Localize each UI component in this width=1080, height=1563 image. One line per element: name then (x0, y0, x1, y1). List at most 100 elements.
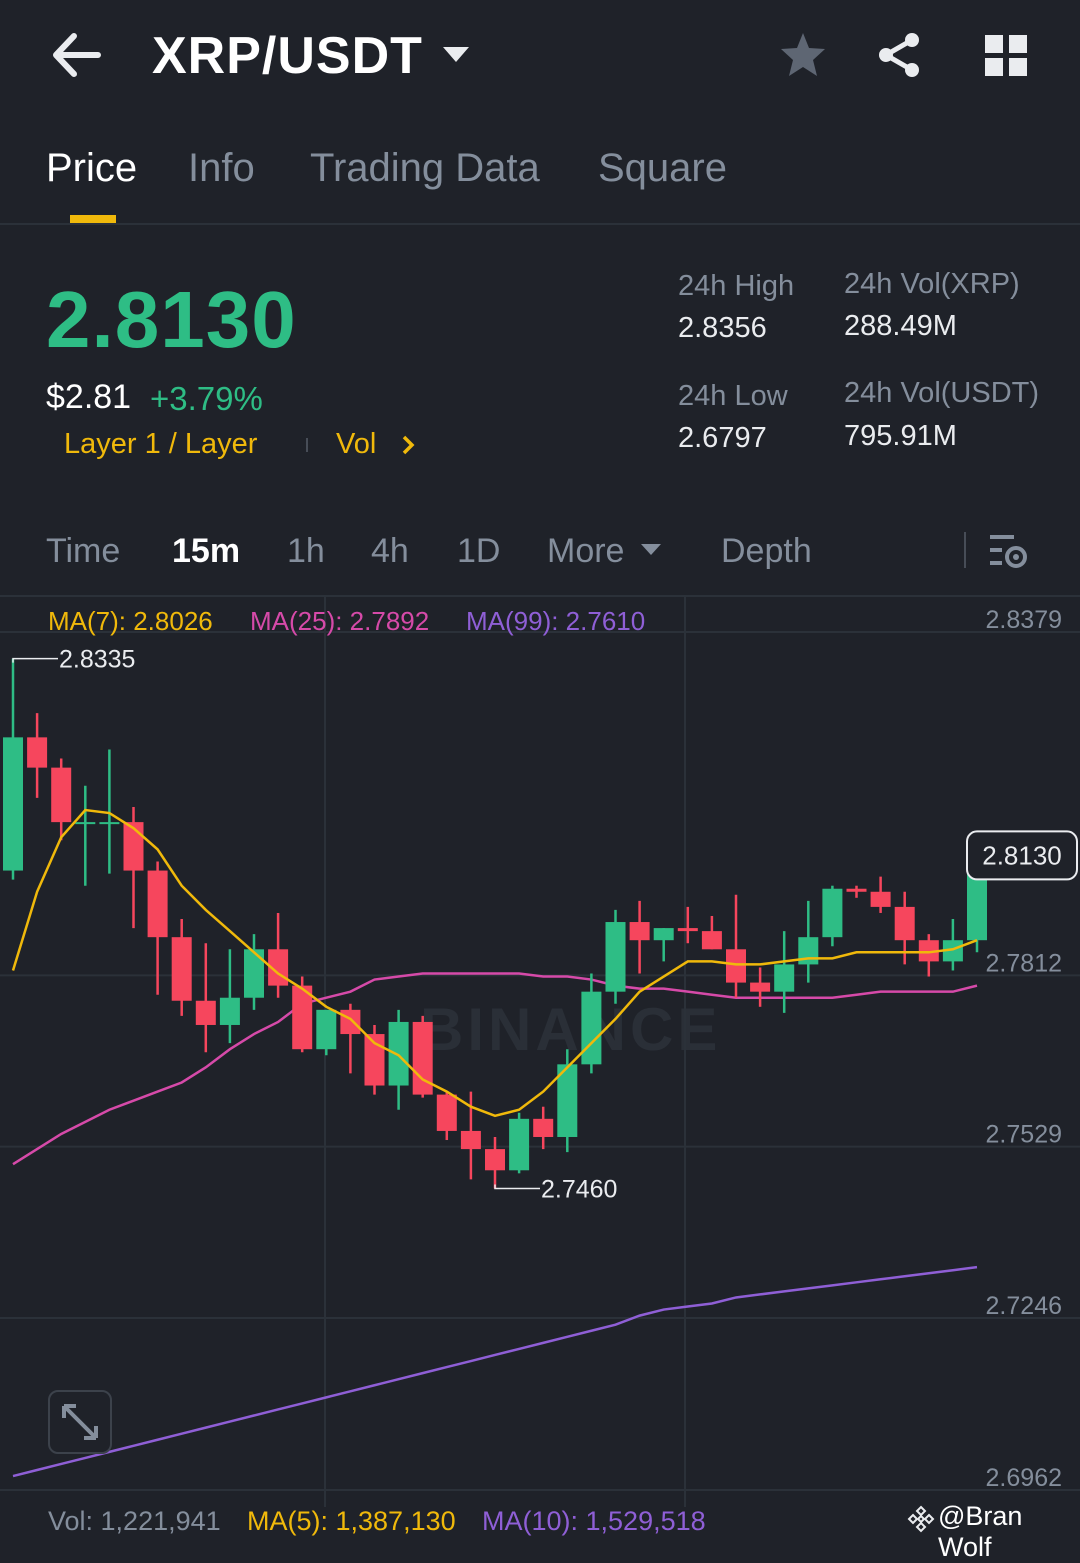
current-price-tag (966, 830, 1078, 881)
candle (677, 906, 698, 944)
tab-trading-data[interactable]: Trading Data (310, 146, 540, 190)
candle-body (292, 985, 313, 1050)
share-icon[interactable] (874, 30, 924, 80)
candle-body (942, 940, 963, 962)
high-marker-label: 2.8335 (59, 646, 135, 674)
candle (27, 713, 48, 798)
candle (533, 1106, 554, 1150)
candle-body (147, 870, 168, 938)
y-tick-label: 2.7246 (986, 1292, 1062, 1320)
candle-body (918, 940, 939, 962)
active-tab-indicator (70, 215, 116, 223)
candle (629, 900, 650, 974)
candle-body (509, 1118, 530, 1171)
low-marker-line (494, 1184, 540, 1190)
tab-info[interactable]: Info (188, 146, 255, 190)
24h-vol-xrp-label: 24h Vol(XRP) (844, 268, 1020, 300)
timeframe-more[interactable]: More (547, 532, 625, 570)
candle (726, 894, 746, 998)
candle-body (195, 1000, 216, 1025)
candle-body (485, 1149, 505, 1171)
candle (509, 1112, 530, 1174)
candle (557, 1049, 578, 1153)
pair-dropdown-caret-icon[interactable] (442, 46, 470, 69)
timeframe-depth[interactable]: Depth (721, 532, 812, 570)
last-price: 2.8130 (46, 275, 297, 364)
candle (581, 973, 602, 1074)
binance-logo-icon (906, 1504, 936, 1539)
current-price-label: 2.8130 (982, 840, 1062, 870)
candle (3, 658, 23, 880)
candle (653, 928, 674, 962)
candle (942, 919, 963, 971)
pair-title[interactable]: XRP/USDT (152, 27, 423, 85)
timeframe-time[interactable]: Time (46, 532, 121, 570)
grid-menu-icon[interactable] (982, 30, 1032, 80)
y-tick-label: 2.7812 (986, 949, 1062, 977)
tag-separator (306, 438, 308, 452)
candle (436, 1091, 457, 1141)
candle-body (653, 928, 674, 941)
candle-body (244, 949, 264, 998)
candle-body (726, 949, 746, 983)
volume-ma10: MA(10): 1,529,518 (482, 1506, 706, 1536)
candle (605, 909, 626, 1004)
tab-price[interactable]: Price (46, 146, 138, 190)
low-marker-label: 2.7460 (541, 1175, 617, 1203)
candle-body (460, 1130, 481, 1150)
timeframe-4h[interactable]: 4h (371, 532, 409, 570)
timeframe-1d[interactable]: 1D (457, 532, 501, 570)
candle (918, 934, 939, 977)
candle-body (774, 964, 795, 992)
candle (750, 967, 771, 1007)
candlestick-chart[interactable]: 2.8379 2.7812 2.7529 2.7246 2.6962 2.8335 2.7… (0, 597, 1080, 1541)
candle (219, 949, 240, 1044)
candle-body (219, 997, 240, 1025)
ma25-line (12, 972, 978, 1166)
candle-body (436, 1094, 457, 1131)
24h-high-value: 2.8356 (678, 312, 767, 344)
volume-ma5: MA(5): 1,387,130 (247, 1506, 456, 1536)
candle-body (846, 888, 867, 892)
y-tick-label: 2.8379 (986, 606, 1062, 634)
ma99-legend: MA(99): 2.7610 (466, 606, 646, 636)
divider (0, 223, 1080, 225)
chart-settings-icon[interactable] (988, 532, 1028, 575)
back-arrow-icon[interactable] (48, 30, 104, 80)
ma7-legend: MA(7): 2.8026 (48, 606, 213, 636)
price-change-percent: +3.79% (150, 380, 263, 417)
favorite-star-icon[interactable] (778, 30, 828, 80)
candle-body (3, 737, 23, 871)
candle (822, 885, 843, 947)
candle-body (557, 1064, 578, 1137)
ma7-line (11, 808, 978, 1118)
toolbar-separator (964, 532, 966, 568)
fullscreen-expand-button[interactable] (48, 1390, 112, 1454)
candle (51, 758, 72, 841)
candle-body (750, 982, 771, 992)
candle (147, 861, 168, 995)
candle-body (340, 1009, 361, 1035)
category-tag-layer[interactable]: Layer 1 / Layer (64, 428, 258, 460)
candle (846, 885, 867, 898)
24h-low-value: 2.6797 (678, 422, 767, 454)
candle (316, 1009, 337, 1056)
timeframe-15m[interactable]: 15m (172, 532, 241, 570)
chevron-right-icon[interactable] (400, 434, 416, 461)
timeframe-1h[interactable]: 1h (287, 532, 325, 570)
binance-watermark: BINANCE (420, 996, 722, 1063)
24h-vol-xrp-value: 288.49M (844, 310, 957, 342)
candle-body (75, 822, 96, 825)
tab-square[interactable]: Square (598, 146, 727, 190)
candle (412, 1015, 433, 1098)
candle (75, 785, 96, 886)
category-tag-vol[interactable]: Vol (336, 428, 377, 460)
24h-high-label: 24h High (678, 270, 795, 302)
expand-arrows-icon (62, 1404, 98, 1440)
volume-value: Vol: 1,221,941 (48, 1506, 221, 1536)
candle (774, 931, 795, 1013)
more-caret-icon[interactable] (640, 543, 662, 562)
candle-body (822, 888, 843, 938)
candle-body (677, 928, 698, 932)
candle (485, 1136, 505, 1189)
